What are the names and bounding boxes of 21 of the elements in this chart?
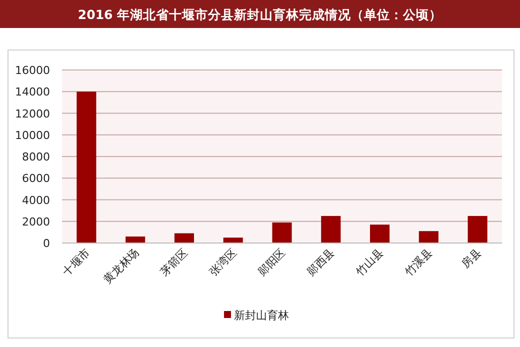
y-tick-label: 8000 [22,150,50,164]
y-tick-label: 12000 [15,107,50,120]
x-tick-label: 郧西县 [304,246,338,278]
x-tick-label: 张湾区 [206,246,240,278]
chart-title: 2016 年湖北省十堰市分县新封山育林完成情况（单位：公顷） [78,7,442,22]
x-tick-label: 竹山县 [353,246,386,278]
y-tick-label: 4000 [22,194,50,207]
x-tick-label: 茅箭区 [158,246,190,278]
x-tick-label: 十堰市 [60,246,93,278]
x-tick-label: 竹溪县 [402,246,435,278]
x-tick-label: 郧阳区 [256,246,288,278]
legend-label: 新封山育林 [234,309,289,322]
y-tick-label: 2000 [22,215,50,228]
y-tick-label: 14000 [15,86,50,99]
y-tick-label: 0 [43,237,50,250]
x-tick-label: 黄龙林场 [101,246,142,286]
y-tick-label: 6000 [22,172,50,186]
y-tick-label: 16000 [15,64,50,77]
legend: 新封山育林 [224,309,289,322]
x-tick-label: 房县 [458,246,484,271]
y-tick-label: 10000 [15,128,50,142]
